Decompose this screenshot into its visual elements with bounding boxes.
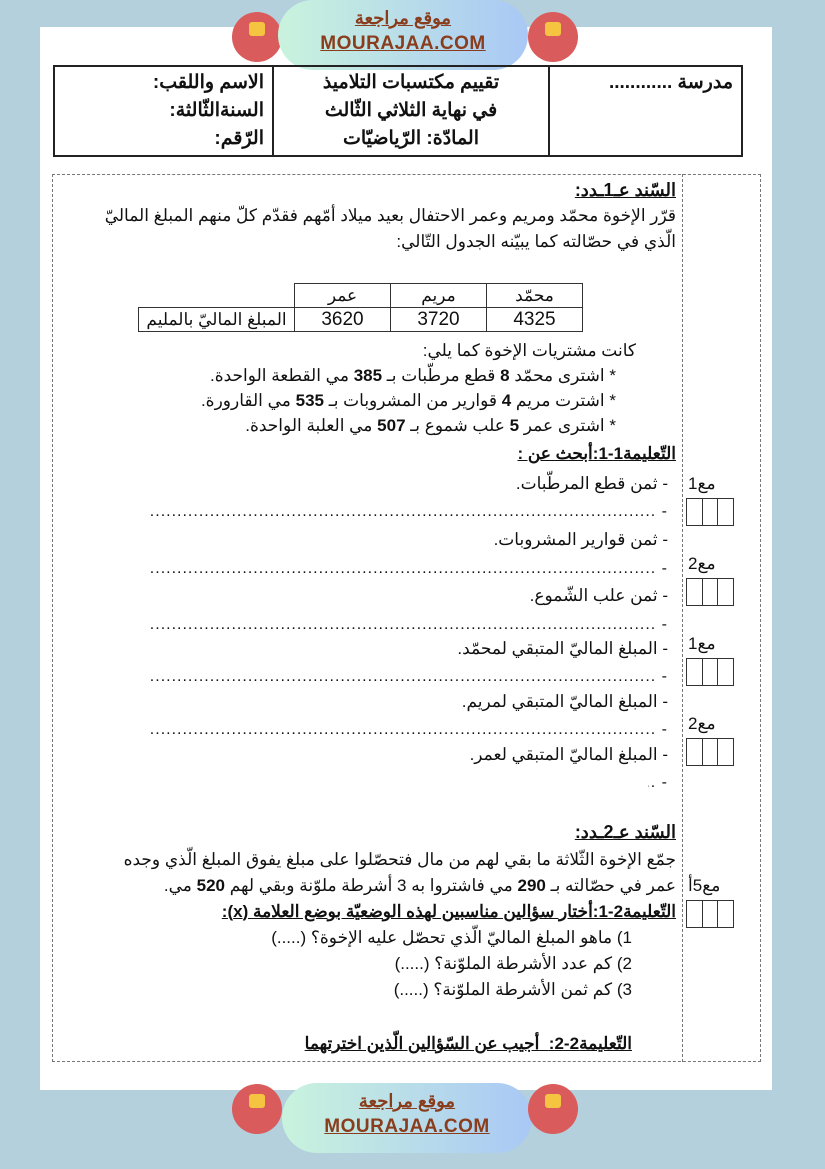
number-field: الرّقم: [214,128,264,149]
book-icon [249,22,265,36]
book-icon [545,1094,561,1108]
content-area: السّند عـ1ـدد: قرّر الإخوة محمّد ومريم و… [60,176,676,1056]
criterion-label: مع1 [688,634,716,653]
score-box[interactable] [686,900,734,928]
watermark-banner[interactable]: موقع مراجعة MOURAJAA.COM [282,1083,532,1153]
year-field: السنةالثّالثة: [169,100,264,121]
instruction-1-1: التّعليمة1-1:أبحث عن : [517,444,676,463]
watermark-logo [528,12,578,62]
criterion-label: مع2 [688,554,716,573]
purchase-item: * اشترى عمر 5 علب شموع بـ 507 مي العلبة … [245,416,616,435]
exam-term: في نهاية الثلاثي الثّالث [324,100,498,121]
section2-title: السّند عـ2ـدد: [574,822,676,842]
marks-column-divider [682,174,683,1062]
purchase-item: * اشترت مريم 4 قوارير من المشروبات بـ 53… [200,391,616,410]
section1-intro: الّذي في حصّالته كما يبيّنه الجدول التّا… [396,232,676,251]
score-box[interactable] [686,498,734,526]
answer-line[interactable]: - ......................................… [148,503,668,520]
criterion-label: مع1 [688,474,716,493]
table-header: مريم [390,283,487,308]
question-item: - المبلغ الماليّ المتبقي لمريم. [461,692,668,711]
watermark-logo [528,1084,578,1134]
purchase-item: * اشترى محمّد 8 قطع مرطّبات بـ 385 مي ال… [210,366,616,385]
section2-text: جمّع الإخوة الثّلاثة ما بقي لهم من مال ف… [123,850,676,869]
exam-subject: المادّة: الرّياضيّات [342,128,480,149]
score-box[interactable] [686,578,734,606]
school-cell: مدرسة ............ [548,67,741,155]
section1-intro: قرّر الإخوة محمّد ومريم وعمر الاحتفال بع… [104,206,676,225]
choice-item[interactable]: 1) ماهو المبلغ الماليّ الّذي تحصّل عليه … [271,928,632,947]
answer-line[interactable]: - ......................................… [148,560,668,577]
question-item: - ثمن قطع المرطّبات. [515,474,668,493]
watermark-logo [232,1084,282,1134]
watermark-arabic: موقع مراجعة [354,8,452,28]
criterion-label: مع5أ [688,876,721,895]
school-name: مدرسة ............ [608,72,733,93]
amounts-table: محمّد مريم عمر 4325 3720 3620 المبلغ الماليّ … [138,283,583,332]
answer-line[interactable]: - ......................................… [148,721,668,738]
score-box[interactable] [686,738,734,766]
answer-line[interactable]: - ......................................… [148,668,668,685]
student-cell: الاسم واللقب: السنةالثّالثة: الرّقم: [55,67,272,155]
table-cell: 4325 [486,307,583,332]
exam-paper [40,27,772,1090]
score-box[interactable] [686,658,734,686]
watermark-banner[interactable]: موقع مراجعة MOURAJAA.COM [278,0,528,70]
watermark-logo [232,12,282,62]
table-cell: 3620 [294,307,391,332]
answer-line[interactable]: - ......................................… [648,774,668,791]
criterion-label: مع2 [688,714,716,733]
book-icon [249,1094,265,1108]
choice-item[interactable]: 3) كم ثمن الأشرطة الملوّنة؟ (.....) [393,980,632,999]
table-header: عمر [294,283,391,308]
choice-item[interactable]: 2) كم عدد الأشرطة الملوّنة؟ (.....) [394,954,632,973]
watermark-latin: MOURAJAA.COM [324,1116,490,1137]
question-item: - المبلغ الماليّ المتبقي لعمر. [469,745,668,764]
watermark-latin: MOURAJAA.COM [320,33,486,54]
table-cell: 3720 [390,307,487,332]
watermark-arabic: موقع مراجعة [358,1091,456,1111]
question-item: - المبلغ الماليّ المتبقي لمحمّد. [457,639,668,658]
purchases-intro: كانت مشتريات الإخوة كما يلي: [422,341,636,360]
exam-header: مدرسة ............ تقييم مكتسبات التلامي… [53,65,743,157]
instruction-2-1: التّعليمة2-1:أختار سؤالين مناسبين لهذه ا… [221,902,676,921]
name-field: الاسم واللقب: [152,72,264,93]
section2-text: عمر في حصّالته بـ 290 مي فاشتروا به 3 أش… [163,876,676,895]
section1-title: السّند عـ1ـدد: [574,180,676,200]
question-item: - ثمن قوارير المشروبات. [493,530,668,549]
book-icon [545,22,561,36]
exam-title: تقييم مكتسبات التلاميذ [322,72,500,93]
answer-line[interactable]: - ......................................… [148,616,668,633]
instruction-2-2: التّعليمة2-2: أجيب عن السّؤالين الّذين ا… [304,1034,632,1053]
question-item: - ثمن علب الشّموع. [529,586,668,605]
exam-body [52,174,761,1062]
table-header: محمّد [486,283,583,308]
title-cell: تقييم مكتسبات التلاميذ في نهاية الثلاثي … [272,67,548,155]
table-row-label: المبلغ الماليّ بالمليم [138,307,295,332]
